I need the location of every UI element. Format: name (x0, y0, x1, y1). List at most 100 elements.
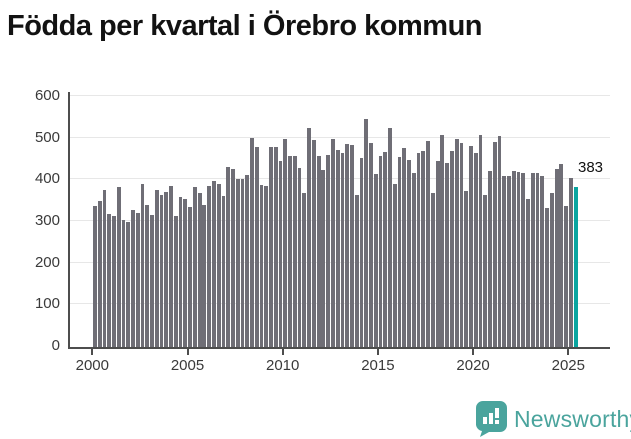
bar-quarter (140, 183, 145, 347)
bar-quarter (269, 147, 273, 347)
bar-quarter (107, 214, 112, 347)
bar-quarter (159, 194, 164, 347)
x-tick-2015 (376, 349, 379, 355)
bar-quarter (545, 208, 549, 347)
bar-quarter (388, 128, 392, 347)
y-tick-label-500: 500 (34, 128, 60, 146)
bar-quarter (502, 176, 507, 347)
bar-quarter (102, 189, 107, 347)
bar-quarter (416, 152, 421, 347)
bar-quarter (397, 157, 402, 347)
bar-quarter (445, 163, 450, 347)
bar-quarter (392, 183, 397, 347)
y-axis-line (68, 92, 70, 347)
bar-quarter (364, 119, 369, 347)
bar-quarter (192, 187, 197, 347)
bar-quarter (188, 207, 192, 347)
y-tick-label-600: 600 (34, 86, 60, 104)
bar-quarter (231, 168, 235, 347)
bar-quarter (273, 147, 278, 347)
bar-quarter (307, 127, 311, 347)
x-tick-label-2020: 2020 (456, 357, 490, 374)
bar-quarter (164, 192, 169, 347)
bar-quarter (264, 186, 269, 347)
x-tick-label-2005: 2005 (170, 357, 205, 374)
bar-quarter (564, 206, 569, 347)
bar-quarter (297, 168, 302, 347)
bar-quarter (507, 176, 511, 347)
logo-bar-medium (489, 413, 493, 424)
bar-quarter (216, 183, 221, 347)
bar-quarter (240, 178, 245, 347)
newsworthy-chart-bubble-icon (476, 401, 507, 437)
x-tick-2005 (186, 349, 189, 355)
bar-quarter (350, 144, 354, 347)
bar-quarter (126, 222, 131, 347)
bar-quarter (154, 189, 159, 347)
bar-quarter (569, 178, 573, 347)
bar-quarter (535, 172, 540, 347)
bar-quarter (326, 155, 331, 347)
bar-quarter (311, 140, 316, 347)
bar-quarter (226, 167, 231, 347)
bar-quarter (259, 184, 264, 347)
bar-quarter (302, 192, 307, 347)
bar-quarter (469, 146, 473, 347)
bar-quarter (250, 138, 254, 347)
newsworthy-branding: Newsworthy (476, 401, 631, 437)
bar-quarter (430, 193, 435, 347)
y-tick-label-400: 400 (34, 170, 60, 188)
bar-quarter (421, 150, 426, 347)
bar-quarter (178, 196, 183, 347)
brand-name: Newsworthy (514, 405, 631, 432)
bar-quarter (483, 194, 488, 347)
chart-title: Födda per kvartal i Örebro kommun (7, 10, 483, 42)
x-tick-label-2015: 2015 (361, 357, 395, 374)
bar-quarter (145, 204, 150, 347)
bar-quarter (554, 169, 559, 347)
x-tick-2000 (91, 349, 94, 355)
bar-quarter (369, 143, 373, 347)
x-tick-2020 (472, 349, 475, 355)
bar-quarter (221, 196, 226, 347)
bar-quarter (131, 209, 135, 347)
bar-quarter (288, 156, 292, 347)
bar-quarter (511, 171, 516, 347)
bar-quarter (473, 152, 478, 347)
bar-latest-quarter-highlight (573, 187, 578, 347)
bar-quarter (464, 191, 469, 347)
bar-quarter (454, 139, 459, 347)
bar-quarter (197, 192, 202, 347)
bar-quarter (173, 216, 178, 347)
bar-quarter (340, 152, 345, 347)
bar-quarter (121, 219, 126, 347)
bar-quarter (354, 194, 359, 347)
bar-quarter (540, 175, 545, 347)
last-value-annotation: 383 (578, 159, 604, 176)
bar-quarter (207, 185, 212, 347)
bar-quarter (135, 213, 140, 347)
bar-quarter (530, 173, 535, 347)
x-axis-line (68, 347, 610, 349)
y-tick-label-300: 300 (34, 211, 60, 229)
bar-quarter (359, 158, 364, 347)
bar-quarter (316, 156, 321, 347)
bar-quarter (373, 173, 378, 347)
bar-quarter (116, 187, 121, 347)
logo-exclamation-dot (495, 420, 499, 424)
bar-quarter (112, 215, 116, 347)
bar-quarter (492, 142, 497, 347)
bar-quarter (345, 143, 350, 347)
bar-quarter (407, 159, 411, 347)
bar-quarter (331, 139, 335, 347)
bar-quarter (426, 140, 430, 347)
bar-quarter (254, 147, 259, 347)
bar-quarter (378, 156, 383, 347)
logo-bar-short (483, 417, 487, 424)
bar-quarter (488, 171, 492, 347)
bar-quarter (278, 161, 283, 347)
gridline-500 (68, 136, 610, 138)
y-tick-label-200: 200 (34, 253, 60, 271)
bar-quarter (549, 193, 554, 347)
